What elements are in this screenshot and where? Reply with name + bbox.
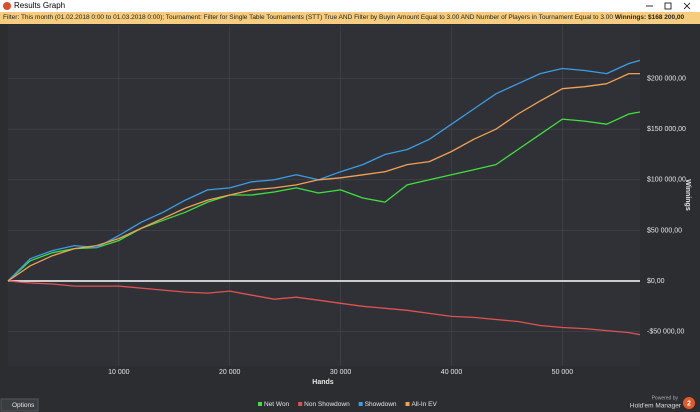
grid bbox=[8, 25, 640, 366]
window-title: Results Graph bbox=[14, 1, 66, 10]
legend-label: Non Showdown bbox=[304, 401, 350, 408]
filter-text: Filter: This month (01.02.2018 0:00 to 0… bbox=[3, 14, 614, 21]
maximize-button[interactable] bbox=[664, 2, 672, 10]
x-tick-label: 50 000 bbox=[552, 369, 574, 376]
close-button[interactable] bbox=[683, 2, 691, 10]
x-tick-label: 20 000 bbox=[219, 369, 241, 376]
x-tick-label: 30 000 bbox=[330, 369, 352, 376]
filter-bar: Filter: This month (01.02.2018 0:00 to 0… bbox=[0, 12, 700, 24]
brand-version: 2 bbox=[687, 400, 691, 407]
options-button[interactable] bbox=[0, 398, 39, 412]
y-tick-label: $100 000,00 bbox=[647, 177, 686, 184]
y-tick-label: $50 000,00 bbox=[647, 227, 682, 234]
plot-area bbox=[8, 25, 640, 366]
legend-swatch bbox=[405, 402, 410, 406]
legend-label: Net Won bbox=[264, 401, 290, 408]
legend-swatch bbox=[358, 402, 363, 406]
title-bar: Results Graph bbox=[0, 0, 700, 12]
series-line bbox=[7, 111, 641, 282]
winnings-text: Winnings: $168 200,00 bbox=[614, 14, 685, 21]
x-axis-label: Hands bbox=[312, 379, 334, 386]
y-tick-label: $0,00 bbox=[647, 278, 665, 285]
brand-badge bbox=[683, 397, 695, 409]
legend-swatch bbox=[258, 402, 262, 406]
chart: Hands Winnings Options Powered by Hold'e… bbox=[0, 25, 695, 412]
series-line bbox=[7, 72, 640, 282]
options-label[interactable]: Options bbox=[12, 402, 35, 409]
x-tick-label: 10 000 bbox=[108, 369, 130, 376]
series-line bbox=[7, 280, 641, 336]
powered-by: Powered by bbox=[652, 395, 679, 401]
legend-label: All-In EV bbox=[412, 401, 438, 408]
legend-label: Showdown bbox=[365, 401, 397, 408]
window-controls bbox=[646, 2, 691, 10]
app-icon bbox=[3, 2, 11, 10]
brand: Hold'em Manager bbox=[630, 403, 682, 410]
series-line bbox=[7, 59, 641, 282]
y-tick-label: -$50 000,00 bbox=[647, 328, 684, 335]
legend-swatch bbox=[298, 402, 303, 406]
x-tick-label: 40 000 bbox=[441, 369, 463, 376]
y-tick-label: $150 000,00 bbox=[647, 126, 686, 133]
y-axis-label: Winnings bbox=[684, 179, 691, 211]
y-tick-label: $200 000,00 bbox=[647, 75, 686, 82]
